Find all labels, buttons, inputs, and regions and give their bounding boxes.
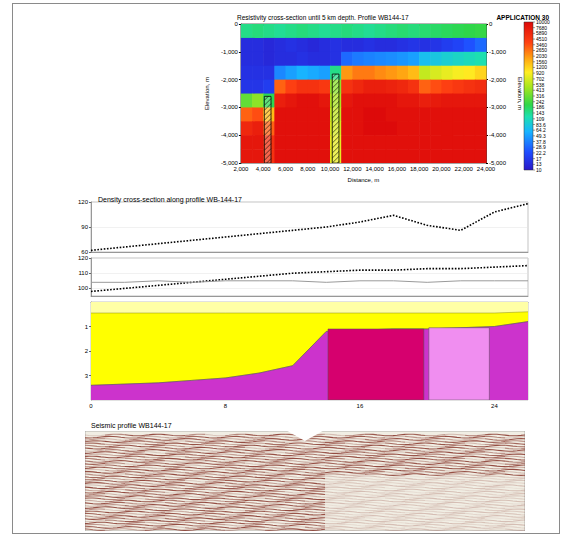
svg-text:0: 0 <box>235 21 239 27</box>
svg-text:-4,000: -4,000 <box>489 132 507 138</box>
svg-text:60: 60 <box>81 249 88 255</box>
svg-text:49.3: 49.3 <box>536 132 546 139</box>
svg-text:242: 242 <box>536 98 545 105</box>
svg-text:16,000: 16,000 <box>388 166 407 172</box>
svg-text:120: 120 <box>78 199 89 205</box>
svg-text:0: 0 <box>489 21 493 27</box>
svg-text:1: 1 <box>85 324 89 330</box>
svg-text:109: 109 <box>536 115 545 122</box>
svg-text:24: 24 <box>491 403 498 409</box>
svg-text:8: 8 <box>224 403 228 409</box>
svg-text:Elevation, m: Elevation, m <box>204 77 210 110</box>
svg-text:1560: 1560 <box>536 58 548 65</box>
svg-text:110: 110 <box>78 270 88 276</box>
svg-text:APPLICATION 30: APPLICATION 30 <box>496 14 549 21</box>
html-text:Seismic profile WB144-17: Seismic profile WB144-17 <box>91 422 172 429</box>
svg-text:920: 920 <box>536 70 545 77</box>
svg-text:316: 316 <box>536 93 545 99</box>
svg-text:20,000: 20,000 <box>432 166 451 172</box>
svg-text:0: 0 <box>89 403 93 409</box>
svg-text:143: 143 <box>536 110 545 116</box>
svg-text:3460: 3460 <box>536 41 548 48</box>
svg-text:37.8: 37.8 <box>536 138 546 145</box>
svg-text:-3,000: -3,000 <box>221 104 239 110</box>
svg-text:-1,000: -1,000 <box>221 49 239 55</box>
svg-text:18,000: 18,000 <box>410 166 429 172</box>
svg-text:1200: 1200 <box>536 64 548 71</box>
svg-text:-4,000: -4,000 <box>221 132 239 138</box>
svg-text:100: 100 <box>78 285 89 291</box>
svg-text:83.6: 83.6 <box>536 121 546 128</box>
svg-text:Elevation, m: Elevation, m <box>517 77 523 110</box>
svg-text:16: 16 <box>357 403 364 409</box>
svg-text:28.9: 28.9 <box>536 144 546 151</box>
svg-text:7680: 7680 <box>536 24 548 31</box>
svg-text:120: 120 <box>78 255 89 261</box>
svg-text:-5,000: -5,000 <box>489 160 506 167</box>
svg-text:12,000: 12,000 <box>343 166 362 172</box>
svg-text:14,000: 14,000 <box>365 166 384 172</box>
svg-text:-1,000: -1,000 <box>489 49 507 55</box>
svg-text:3: 3 <box>85 373 89 379</box>
svg-text:Resistivity cross-section unti: Resistivity cross-section until 5 km dep… <box>237 14 409 22</box>
svg-text:186: 186 <box>536 104 545 111</box>
svg-text:64.2: 64.2 <box>536 127 546 134</box>
svg-text:Distance, m: Distance, m <box>348 177 380 183</box>
svg-text:413: 413 <box>536 87 545 94</box>
svg-text:10: 10 <box>536 167 542 173</box>
svg-text:24,000: 24,000 <box>477 166 496 172</box>
svg-text:22,000: 22,000 <box>455 166 474 172</box>
svg-text:Density cross-section along pr: Density cross-section along profile WB-1… <box>98 196 242 204</box>
svg-text:2,000: 2,000 <box>233 166 249 172</box>
svg-text:5890: 5890 <box>536 30 548 37</box>
svg-text:8,000: 8,000 <box>300 166 316 172</box>
svg-text:22.2: 22.2 <box>536 149 546 156</box>
svg-text:-2,000: -2,000 <box>489 77 507 83</box>
svg-text:2: 2 <box>85 348 89 354</box>
svg-text:2650: 2650 <box>536 47 548 54</box>
svg-text:2030: 2030 <box>536 53 548 60</box>
svg-text:6,000: 6,000 <box>278 166 294 172</box>
svg-text:702: 702 <box>536 75 545 82</box>
svg-text:538: 538 <box>536 81 545 88</box>
svg-text:4,000: 4,000 <box>256 166 272 172</box>
svg-text:13: 13 <box>536 161 542 168</box>
svg-text:17: 17 <box>536 155 542 162</box>
svg-text:-5,000: -5,000 <box>220 160 238 167</box>
svg-text:4510: 4510 <box>536 36 548 43</box>
svg-text:10,000: 10,000 <box>321 166 340 172</box>
svg-text:90: 90 <box>81 224 88 230</box>
svg-text:-2,000: -2,000 <box>221 77 239 83</box>
svg-text:-3,000: -3,000 <box>489 104 507 110</box>
